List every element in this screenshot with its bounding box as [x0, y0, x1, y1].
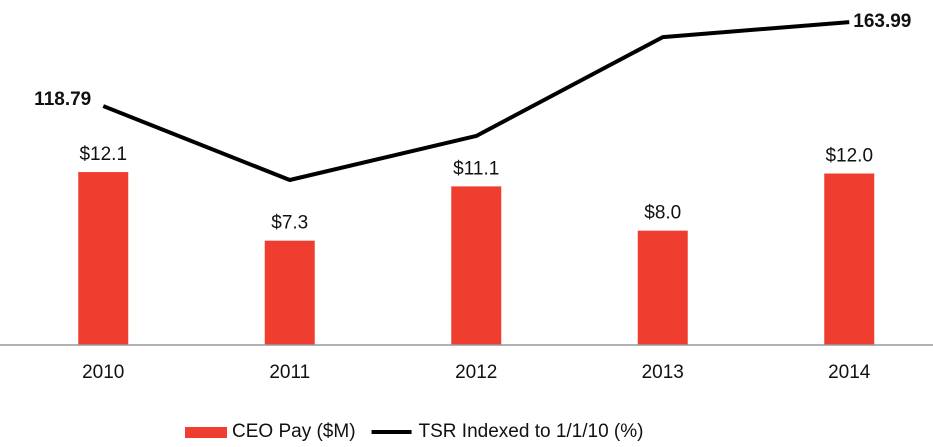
- bar-value-label: $7.3: [271, 213, 308, 234]
- x-tick-label: 2011: [269, 362, 310, 383]
- bar: [824, 173, 875, 345]
- bar: [78, 172, 129, 345]
- line-value-label: 118.79: [34, 89, 91, 110]
- x-tick-label: 2012: [455, 362, 497, 383]
- bar: [637, 230, 688, 345]
- x-tick-label: 2010: [82, 362, 124, 383]
- bar-value-label: $8.0: [644, 203, 681, 224]
- line-value-label: 163.99: [853, 11, 911, 32]
- line: [102, 20, 850, 183]
- bar-value-label: $12.0: [825, 146, 873, 167]
- legend-label: TSR Indexed to 1/1/10 (%): [419, 421, 644, 442]
- legend-swatch: [185, 427, 227, 438]
- x-tick-label: 2014: [828, 362, 871, 383]
- legend-label: CEO Pay ($M): [232, 421, 356, 442]
- bar: [264, 240, 315, 345]
- x-tick-label: 2013: [642, 362, 684, 383]
- bar-value-label: $12.1: [79, 144, 127, 165]
- bar-value-label: $11.1: [453, 158, 499, 179]
- bar: [451, 186, 502, 345]
